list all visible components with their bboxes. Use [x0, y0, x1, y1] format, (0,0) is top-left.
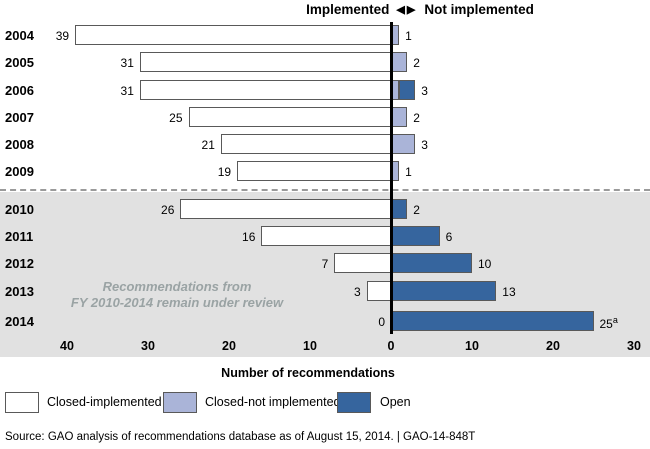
bar-value-left: 31	[120, 84, 134, 98]
legend-swatch-closed-not-implemented	[163, 392, 197, 413]
bar-closed-implemented	[237, 161, 391, 181]
bar-closed-implemented	[366, 281, 391, 301]
x-tick: 10	[303, 339, 317, 353]
source-note: Source: GAO analysis of recommendations …	[5, 431, 476, 443]
bar-closed-implemented	[220, 134, 391, 154]
bar-open	[391, 311, 594, 331]
bar-closed-not-implemented	[391, 107, 408, 127]
bar-value-right: 1	[405, 165, 412, 179]
row-year-label: 2014	[5, 314, 34, 329]
bar-closed-not-implemented	[391, 134, 416, 154]
bar-closed-implemented	[188, 107, 391, 127]
legend-label-closed-implemented: Closed-implemented	[47, 395, 162, 409]
row-year-label: 2007	[5, 110, 34, 125]
bar-value-right: 1	[405, 29, 412, 43]
footnote-marker: a	[612, 315, 618, 325]
row-year-label: 2011	[5, 229, 34, 244]
row-year-label: 2004	[5, 28, 34, 43]
title-implemented: Implemented	[306, 2, 390, 17]
x-tick: 0	[387, 339, 395, 353]
legend: Closed-implemented Closed-not implemente…	[0, 392, 650, 414]
row-year-label: 2009	[5, 164, 34, 179]
review-annotation: Recommendations from FY 2010-2014 remain…	[71, 279, 283, 311]
bar-value-right: 2	[413, 56, 420, 70]
bar-closed-implemented	[139, 80, 391, 100]
bar-open	[391, 253, 472, 273]
bar-value-left: 21	[201, 138, 215, 152]
bar-closed-not-implemented	[391, 52, 408, 72]
bar-value-right: 3	[421, 84, 428, 98]
x-tick: 30	[627, 339, 641, 353]
row-year-label: 2012	[5, 256, 34, 271]
x-axis-label: Number of recommendations	[221, 366, 395, 380]
bar-open	[391, 281, 497, 301]
bar-value-left: 3	[354, 285, 361, 299]
bar-closed-implemented	[75, 25, 391, 45]
x-tick: 20	[222, 339, 236, 353]
bar-closed-implemented	[180, 199, 391, 219]
legend-label-closed-not-implemented: Closed-not implemented	[205, 395, 341, 409]
legend-swatch-closed-implemented	[5, 392, 39, 413]
left-arrow-icon: ◀▶	[396, 4, 418, 16]
title-not-implemented: Not implemented	[424, 2, 534, 17]
x-tick: 30	[141, 339, 155, 353]
review-annotation-line1: Recommendations from	[102, 279, 252, 294]
bar-value-left: 39	[55, 29, 70, 43]
bar-value-right: 2	[413, 203, 420, 217]
bar-value-left: 16	[242, 230, 256, 244]
bar-value-left: 31	[120, 56, 134, 70]
legend-label-open: Open	[380, 395, 411, 409]
x-tick: 20	[546, 339, 560, 353]
bar-value-left: 26	[161, 203, 175, 217]
bar-closed-implemented	[261, 226, 391, 246]
bar-value-right: 6	[445, 230, 453, 244]
row-year-label: 2013	[5, 284, 34, 299]
bar-open	[399, 80, 416, 100]
row-year-label: 2006	[5, 83, 34, 98]
x-tick: 10	[465, 339, 479, 353]
bar-value-left: 0	[378, 315, 385, 329]
dashed-separator	[0, 189, 650, 191]
bar-closed-implemented	[139, 52, 391, 72]
bar-value-right: 10	[478, 257, 492, 271]
bar-value-right: 2	[413, 111, 420, 125]
bar-value-right: 13	[502, 285, 516, 299]
review-annotation-line2: FY 2010-2014 remain under review	[70, 295, 284, 310]
bar-value-left: 19	[217, 165, 232, 179]
bar-value-left: 25	[169, 111, 183, 125]
bar-open	[391, 199, 408, 219]
bar-value-left: 7	[321, 257, 329, 271]
bar-value-right: 3	[421, 138, 428, 152]
chart-title: Implemented ◀▶ Not implemented	[306, 2, 534, 17]
zero-axis-line	[389, 22, 393, 334]
bar-value-right: 25a	[599, 315, 618, 331]
row-year-label: 2010	[5, 202, 34, 217]
bar-open	[391, 226, 440, 246]
bar-closed-implemented	[334, 253, 391, 273]
x-tick: 40	[60, 339, 74, 353]
legend-swatch-open	[337, 392, 371, 413]
row-year-label: 2005	[5, 55, 34, 70]
row-year-label: 2008	[5, 137, 34, 152]
